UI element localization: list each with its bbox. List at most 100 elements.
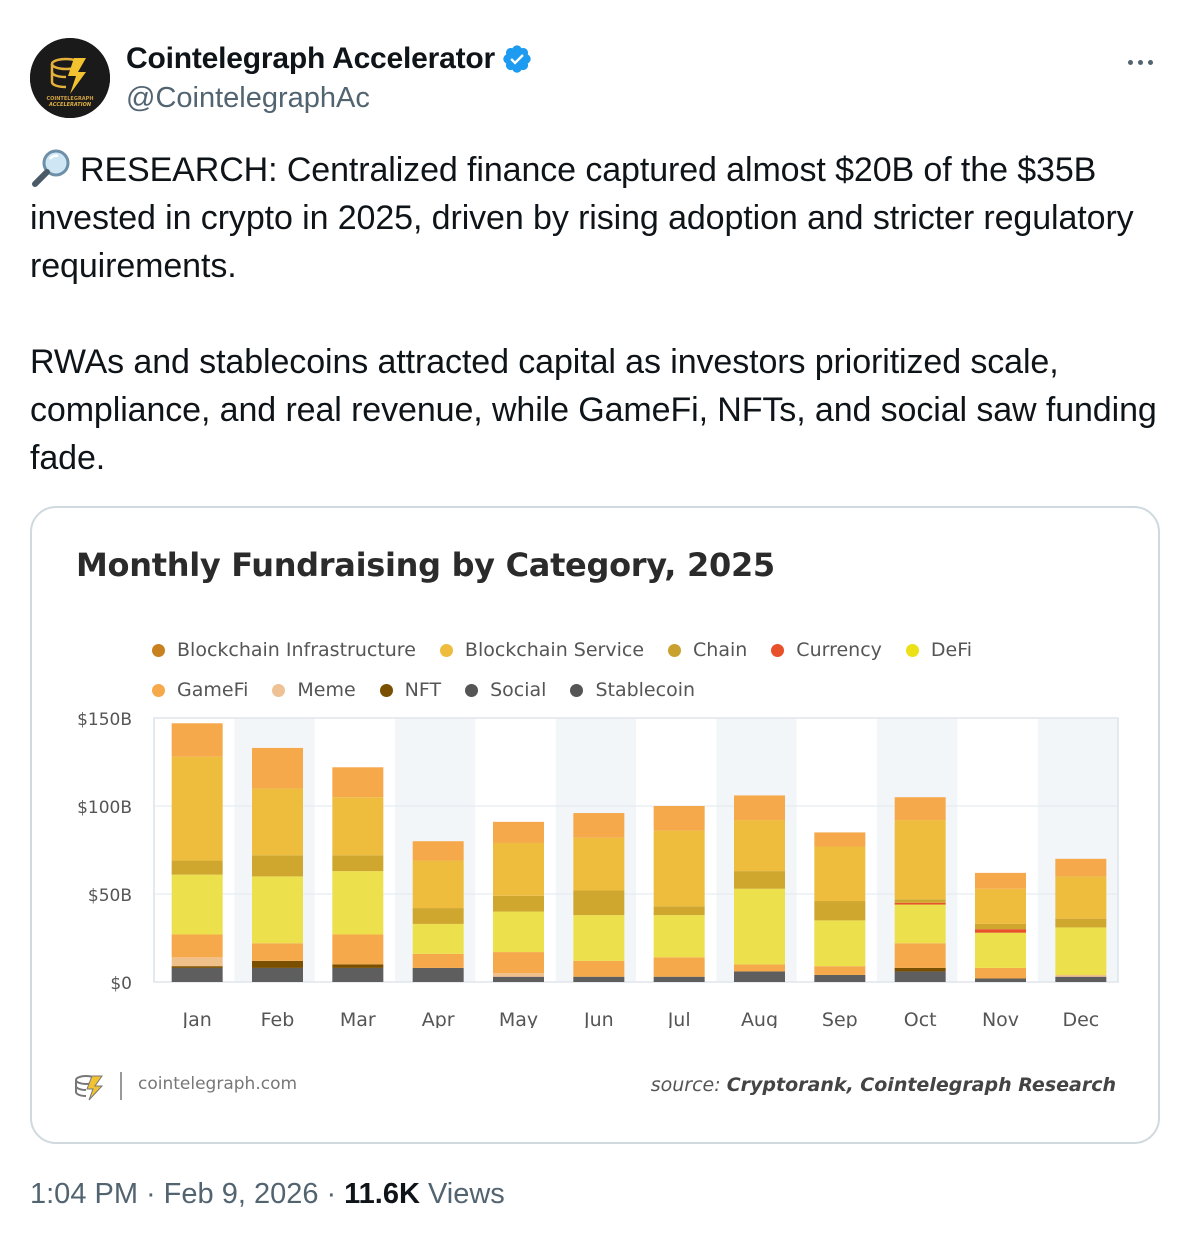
x-tick-label: Sep: [822, 1009, 858, 1028]
chart-image-card[interactable]: Monthly Fundraising by Category, 2025 Bl…: [30, 506, 1160, 1144]
legend-item: Social: [465, 679, 546, 701]
avatar-text-bottom: ACCELERATION: [48, 102, 92, 108]
meta-separator: ·: [146, 1178, 156, 1210]
bar-segment: [171, 967, 223, 982]
tweet-paragraph-2: RWAs and stablecoins attracted capital a…: [30, 343, 1157, 477]
legend-item: Blockchain Infrastructure: [152, 639, 416, 661]
legend-item: Blockchain Service: [439, 639, 645, 661]
bar-segment: [894, 967, 946, 972]
verified-badge-icon: [503, 45, 531, 73]
x-tick-label: Jun: [583, 1009, 614, 1028]
tweet-time[interactable]: 1:04 PM: [30, 1178, 138, 1210]
y-tick-label: $0: [110, 974, 132, 994]
bar-segment: [171, 756, 223, 861]
legend-swatch: [152, 683, 165, 697]
bar-segment: [894, 904, 946, 944]
bar-segment: [894, 797, 946, 821]
chart-title: Monthly Fundraising by Category, 2025: [76, 546, 775, 584]
bar-segment: [894, 899, 946, 903]
bar-segment: [1055, 858, 1107, 877]
avatar[interactable]: COINTELEGRAPH ACCELERATION: [30, 38, 110, 118]
site-label: cointelegraph.com: [138, 1074, 298, 1094]
more-dot: [1127, 59, 1133, 65]
more-options-button[interactable]: [1120, 44, 1160, 80]
bar-segment: [332, 871, 384, 935]
legend-item: Stablecoin: [570, 679, 695, 701]
bar-segment: [653, 957, 705, 977]
legend-label: GameFi: [177, 679, 249, 701]
legend-swatch: [272, 683, 286, 697]
meta-separator: ·: [326, 1178, 337, 1210]
bar-segment: [332, 967, 384, 982]
bar-segment: [412, 860, 464, 909]
tweet-header: COINTELEGRAPH ACCELERATION Cointelegraph…: [30, 38, 1160, 120]
bar-segment: [171, 934, 223, 958]
bar-segment: [332, 964, 384, 968]
legend-label: NFT: [404, 679, 442, 701]
bar-segment: [412, 923, 464, 954]
bar-segment: [252, 943, 303, 961]
bar-segment: [975, 888, 1026, 924]
bar-segment: [493, 842, 544, 896]
legend-label: Chain: [693, 639, 748, 661]
legend-label: Currency: [796, 639, 882, 661]
bar-segment: [171, 957, 223, 967]
tweet-paragraph-1-text: RESEARCH: Centralized finance captured a…: [30, 151, 1134, 285]
avatar-text-top: COINTELEGRAPH: [46, 96, 93, 102]
bar-segment: [734, 971, 785, 982]
y-tick-label: $150B: [77, 710, 132, 730]
bar-segment: [493, 895, 544, 912]
bar-segment: [412, 908, 464, 924]
bar-segment: [975, 923, 1026, 930]
bar-segment: [493, 973, 544, 977]
bar-segment: [653, 806, 705, 831]
bar-segment: [814, 966, 866, 975]
legend-swatch: [465, 683, 479, 697]
y-tick-label: $50B: [88, 886, 132, 906]
bar-segment: [332, 934, 384, 965]
legend-item: NFT: [379, 679, 442, 701]
bar-segment: [252, 876, 303, 944]
bar-segment: [171, 723, 223, 757]
legend-label: Blockchain Service: [464, 639, 645, 661]
bar-segment: [814, 846, 866, 902]
legend-swatch: [905, 643, 919, 657]
tweet-paragraph-1: RESEARCH: Centralized finance captured a…: [30, 146, 1158, 290]
bar-segment: [814, 832, 866, 847]
footer-divider: [120, 1072, 122, 1100]
legend-label: Stablecoin: [595, 679, 696, 701]
x-tick-label: Dec: [1062, 1009, 1099, 1028]
legend-swatch: [439, 643, 453, 657]
x-tick-label: Oct: [904, 1009, 937, 1028]
legend-item: DeFi: [905, 639, 972, 661]
x-tick-label: Feb: [261, 1009, 295, 1028]
bar-segment: [332, 797, 384, 856]
bar-segment: [975, 967, 1026, 979]
legend-swatch: [379, 683, 393, 697]
bar-segment: [975, 932, 1026, 968]
bar-segment: [1055, 918, 1107, 928]
x-tick-label: Jul: [667, 1009, 691, 1028]
x-tick-label: Nov: [982, 1009, 1019, 1028]
bar-segment: [814, 901, 866, 921]
bar-segment: [894, 943, 946, 968]
bar-segment: [573, 890, 625, 916]
bar-segment: [1055, 974, 1107, 977]
tweet-date[interactable]: Feb 9, 2026: [163, 1178, 319, 1210]
bar-segment: [252, 967, 303, 982]
bar-segment: [734, 795, 785, 821]
x-tick-label: Mar: [340, 1009, 376, 1028]
display-name[interactable]: Cointelegraph Accelerator: [126, 42, 495, 75]
legend-swatch: [570, 683, 584, 697]
bar-segment: [412, 841, 464, 861]
bar-segment: [332, 855, 384, 872]
bar-segment: [653, 915, 705, 958]
handle[interactable]: @CointelegraphAc: [126, 82, 370, 114]
bar-segment: [975, 978, 1026, 982]
bar-segment: [573, 915, 625, 961]
legend-item: Chain: [668, 639, 747, 661]
bar-segment: [171, 874, 223, 935]
source-label: source: Cryptorank, Cointelegraph Resear…: [651, 1074, 1116, 1096]
x-tick-label: Jan: [182, 1009, 212, 1028]
bar-segment: [734, 888, 785, 965]
